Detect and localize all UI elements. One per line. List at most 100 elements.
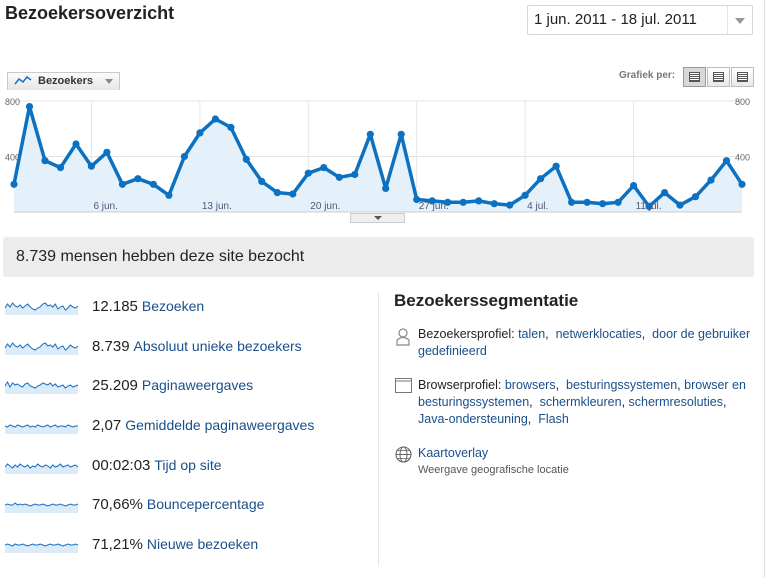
metric-number: 71,21% [92, 536, 143, 553]
metric-value: 71,21% Nieuwe bezoeken [92, 536, 258, 553]
graph-by-label: Grafiek per: [619, 70, 676, 81]
chart-collapse-handle[interactable] [350, 213, 405, 223]
data-point [676, 201, 684, 209]
metric-link[interactable]: Bouncepercentage [146, 496, 265, 512]
data-point [614, 198, 622, 206]
series-area [14, 106, 742, 212]
metric-number: 25.209 [92, 377, 138, 394]
link-netwerklocaties[interactable]: netwerklocaties [555, 327, 642, 341]
metric-selector[interactable]: Bezoekers [7, 72, 120, 90]
date-range-picker[interactable]: 1 jun. 2011 - 18 jul. 2011 [527, 5, 753, 35]
link-kaartoverlay[interactable]: Kaartoverlay [418, 446, 489, 460]
metric-number: 70,66% [92, 496, 143, 513]
page-title: Bezoekersoverzicht [5, 3, 175, 23]
week-view-icon [713, 72, 724, 82]
data-point [366, 130, 374, 138]
data-point [397, 130, 405, 138]
data-point [165, 191, 173, 199]
day-view-button[interactable] [683, 67, 706, 87]
metric-link[interactable]: Bezoeken [141, 298, 205, 314]
data-point [490, 200, 498, 208]
x-tick-label: 20 jun. [310, 201, 340, 212]
data-point [258, 177, 266, 186]
data-point [180, 152, 188, 161]
data-point [351, 170, 359, 179]
sparkline-icon [5, 424, 78, 434]
link-java-ondersteuning[interactable]: Java-ondersteuning [418, 412, 528, 426]
data-point [475, 197, 483, 205]
link-schermresoluties[interactable]: schermresoluties [628, 395, 724, 409]
sparkline-icon [5, 463, 79, 474]
metric-link[interactable]: Gemiddelde paginaweergaves [125, 417, 315, 433]
data-point [56, 164, 65, 172]
data-point [583, 198, 591, 206]
browser-profile-label: Browserprofiel: [418, 378, 502, 392]
link-door-de-gebruiker-gedefinieerd[interactable]: door de gebruiker gedefinieerd [418, 327, 751, 358]
x-tick-label: 13 jun. [202, 201, 232, 212]
metric-value: 70,66% Bouncepercentage [92, 496, 264, 513]
link-schermkleuren[interactable]: schermkleuren [539, 395, 622, 409]
sparkline-icon [5, 380, 79, 394]
data-point [227, 123, 235, 131]
visitors-chart: 800 400 800 400 6 jun. 13 jun. 20 jun. 27 jun. 4… [5, 97, 750, 213]
link-browser-en-besturingssystemen[interactable]: browser en besturingssystemen [418, 378, 746, 409]
y-tick-label-right: 400 [735, 153, 750, 163]
line-chart-icon [14, 76, 32, 85]
data-point [661, 189, 669, 197]
data-point [289, 190, 297, 198]
browser-window-icon [395, 378, 412, 393]
map-overlay-subtitle: Weergave geografische locatie [418, 464, 569, 476]
summary-bar: 8.739 mensen hebben deze site bezocht [3, 237, 754, 277]
month-view-button[interactable] [731, 67, 754, 87]
y-tick-label-left: 800 [5, 97, 20, 107]
data-point [25, 103, 34, 111]
data-point [738, 180, 746, 188]
metric-number: 2,07 [92, 417, 122, 434]
segmentation-title: Bezoekerssegmentatie [394, 291, 579, 310]
sparkline-icon [5, 502, 79, 513]
metric-value: 8.739 Absoluut unieke bezoekers [92, 338, 302, 355]
dropdown-arrow-icon [105, 79, 113, 84]
metric-number: 00:02:03 [92, 457, 151, 474]
person-icon [396, 328, 410, 346]
x-tick-label: 11 jul. [636, 201, 662, 212]
data-point [568, 198, 576, 206]
metric-number: 12.185 [92, 298, 138, 315]
data-point [320, 164, 328, 172]
data-point [428, 197, 436, 205]
data-point [87, 162, 95, 170]
data-point [196, 129, 204, 137]
metric-selector-label: Bezoekers [38, 75, 94, 87]
link-browsers[interactable]: browsers [504, 378, 556, 392]
data-point [72, 140, 80, 148]
metric-value: 2,07 Gemiddelde paginaweergaves [92, 417, 314, 434]
data-point [41, 157, 49, 165]
x-tick-label: 4 jul. [527, 201, 548, 212]
link-besturingssystemen[interactable]: besturingssystemen [566, 378, 678, 392]
column-divider [378, 292, 379, 566]
data-point [506, 201, 514, 209]
metric-value: 12.185 Bezoeken [92, 298, 204, 315]
metric-link[interactable]: Paginaweergaves [141, 377, 254, 393]
data-point [537, 175, 545, 183]
link-flash[interactable]: Flash [538, 412, 569, 426]
data-point [118, 180, 126, 188]
metric-link[interactable]: Absoluut unieke bezoekers [133, 338, 302, 354]
browser-profile: Browserprofiel: browsers, besturingssyst… [418, 378, 746, 426]
chevron-down-icon[interactable] [727, 6, 752, 34]
data-point [413, 195, 421, 204]
data-point [103, 148, 111, 156]
data-point [211, 115, 219, 123]
link-talen[interactable]: talen [518, 327, 546, 341]
metric-number: 8.739 [92, 338, 130, 355]
day-view-icon [689, 72, 700, 82]
data-point [552, 162, 560, 170]
visitor-profile: Bezoekersprofiel: talen, netwerklocaties… [418, 327, 751, 358]
metric-link[interactable]: Tijd op site [154, 457, 222, 473]
data-point [691, 193, 700, 201]
data-point [630, 182, 638, 190]
sparkline-icon [5, 342, 79, 355]
week-view-button[interactable] [707, 67, 730, 87]
metric-link[interactable]: Nieuwe bezoeken [146, 536, 259, 552]
data-point [304, 169, 312, 177]
